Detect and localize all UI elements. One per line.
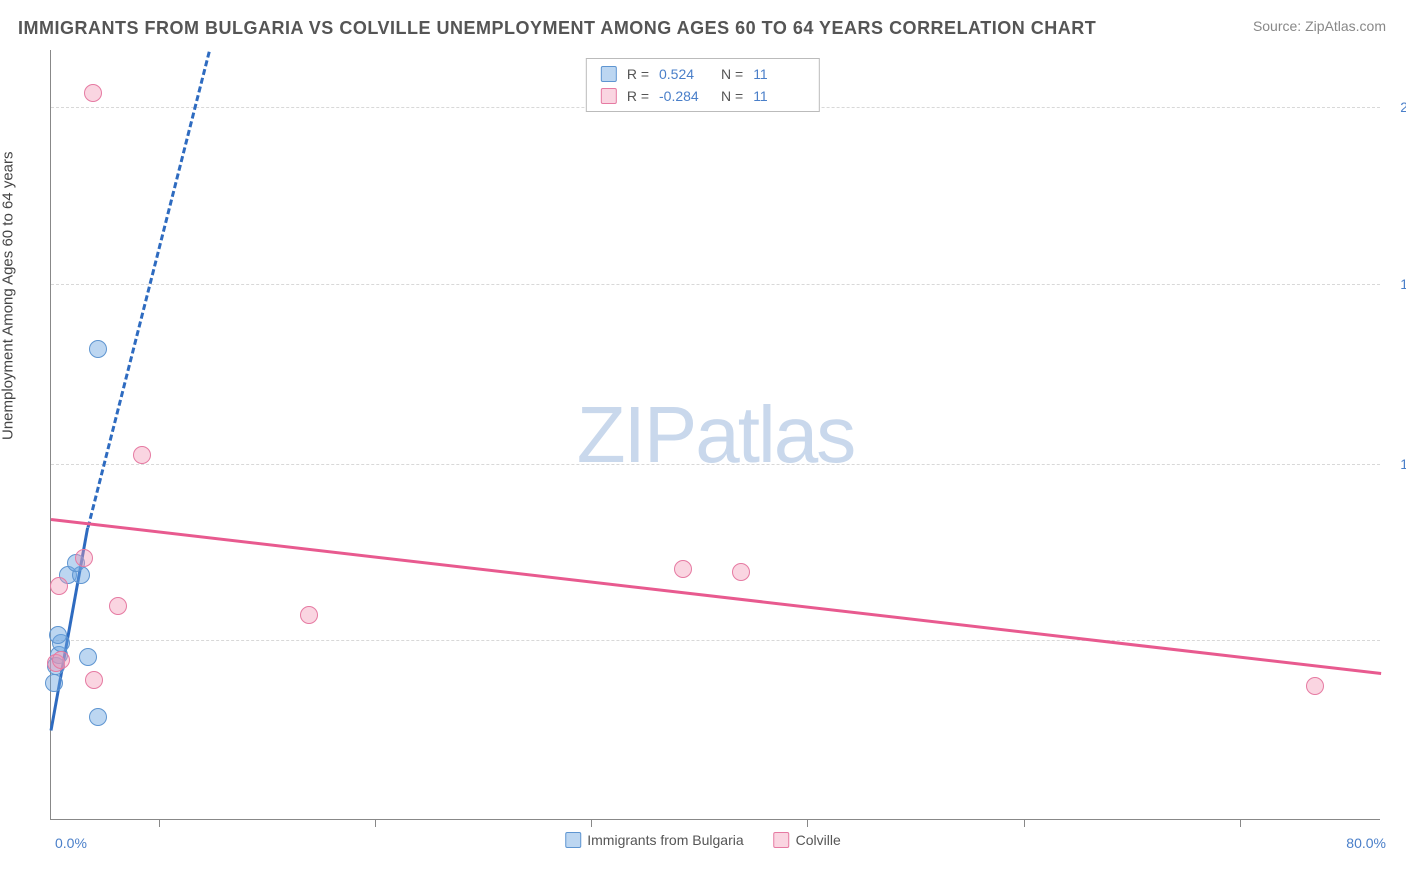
y-tick-label: 6.3% [1385, 632, 1406, 648]
n-label: N = [721, 85, 743, 107]
y-tick-label: 12.5% [1385, 456, 1406, 472]
x-axis-max-label: 80.0% [1346, 835, 1386, 851]
correlation-legend: R = 0.524 N = 11 R = -0.284 N = 11 [586, 58, 820, 112]
series-legend-item: Immigrants from Bulgaria [565, 832, 743, 848]
watermark-zip: ZIP [577, 390, 695, 479]
data-point [84, 84, 102, 102]
x-tick-mark [1024, 819, 1025, 827]
x-tick-mark [375, 819, 376, 827]
n-label: N = [721, 63, 743, 85]
data-point [52, 651, 70, 669]
watermark: ZIPatlas [577, 389, 854, 481]
series-name: Immigrants from Bulgaria [587, 832, 743, 848]
series-legend-item: Colville [774, 832, 841, 848]
r-label: R = [627, 85, 649, 107]
data-point [1306, 677, 1324, 695]
data-point [732, 563, 750, 581]
data-point [89, 708, 107, 726]
data-point [133, 446, 151, 464]
gridline-horizontal [51, 464, 1380, 465]
data-point [85, 671, 103, 689]
x-tick-mark [1240, 819, 1241, 827]
x-tick-mark [807, 819, 808, 827]
scatter-plot-area: ZIPatlas 6.3%12.5%18.8%25.0% [50, 50, 1380, 820]
gridline-horizontal [51, 640, 1380, 641]
legend-swatch [601, 66, 617, 82]
y-tick-label: 18.8% [1385, 276, 1406, 292]
x-axis-min-label: 0.0% [55, 835, 87, 851]
data-point [109, 597, 127, 615]
trend-line [51, 518, 1381, 675]
correlation-legend-row: R = -0.284 N = 11 [601, 85, 805, 107]
data-point [75, 549, 93, 567]
gridline-horizontal [51, 284, 1380, 285]
source-attribution: Source: ZipAtlas.com [1253, 18, 1386, 34]
data-point [50, 577, 68, 595]
y-tick-label: 25.0% [1385, 99, 1406, 115]
r-value: -0.284 [659, 85, 711, 107]
r-label: R = [627, 63, 649, 85]
data-point [79, 648, 97, 666]
watermark-atlas: atlas [695, 390, 854, 479]
data-point [674, 560, 692, 578]
r-value: 0.524 [659, 63, 711, 85]
chart-title: IMMIGRANTS FROM BULGARIA VS COLVILLE UNE… [18, 18, 1096, 39]
x-tick-mark [159, 819, 160, 827]
legend-swatch [565, 832, 581, 848]
data-point [49, 626, 67, 644]
series-name: Colville [796, 832, 841, 848]
series-legend: Immigrants from Bulgaria Colville [565, 832, 841, 848]
legend-swatch [774, 832, 790, 848]
x-tick-mark [591, 819, 592, 827]
n-value: 11 [753, 63, 805, 85]
correlation-legend-row: R = 0.524 N = 11 [601, 63, 805, 85]
data-point [89, 340, 107, 358]
y-axis-label: Unemployment Among Ages 60 to 64 years [0, 151, 17, 440]
n-value: 11 [753, 85, 805, 107]
data-point [45, 674, 63, 692]
data-point [300, 606, 318, 624]
legend-swatch [601, 88, 617, 104]
